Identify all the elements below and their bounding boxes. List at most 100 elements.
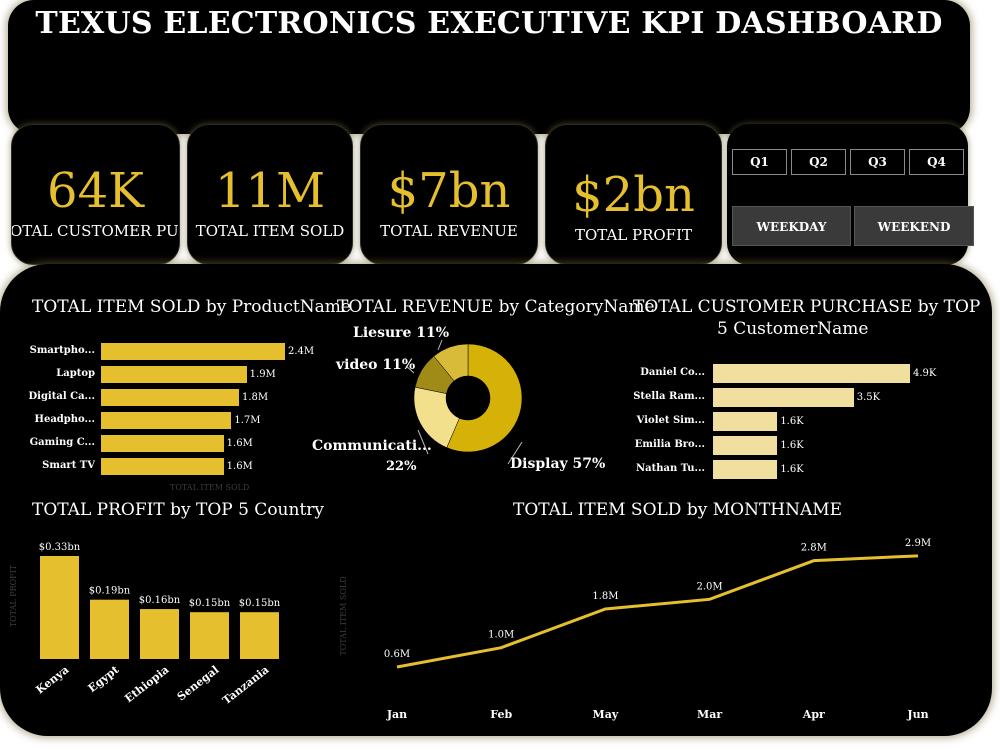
header-panel: TEXUS ELECTRONICS EXECUTIVE KPI DASHBOAR… xyxy=(8,0,970,134)
bar-value-label: 2.4M xyxy=(288,346,315,357)
bar-value-label: 3.5K xyxy=(856,392,881,403)
bar-category-label: Digital Ca... xyxy=(28,391,95,402)
bar-category-label: Headpho... xyxy=(34,414,95,425)
point-value-label: 2.0M xyxy=(697,581,723,592)
slice-label: Communicati... xyxy=(312,438,432,454)
charts-panel: TOTAL ITEM SOLD by ProductName Smartpho.… xyxy=(0,264,992,736)
kpi-card-profit[interactable]: $2bn TOTAL PROFIT xyxy=(545,124,722,265)
point-value-label: 2.9M xyxy=(905,538,931,549)
bar-value-label: 4.9K xyxy=(913,368,937,379)
slice-label: video 11% xyxy=(335,357,415,373)
donut-slice xyxy=(446,343,523,453)
bar-category-label: Violet Sim... xyxy=(636,415,705,426)
bar-value-label: $0.15bn xyxy=(239,598,281,609)
x-tick-label: Jun xyxy=(906,708,928,721)
leader-line xyxy=(437,339,443,351)
chart-title-items-by-month: TOTAL ITEM SOLD by MONTHNAME xyxy=(513,500,843,520)
bar xyxy=(713,364,910,383)
bar-value-label: 1.7M xyxy=(234,415,261,426)
donut-slice xyxy=(413,386,460,448)
leader-line xyxy=(405,365,415,374)
x-tick-label: Apr xyxy=(802,708,825,721)
bar-value-label: 1.6K xyxy=(780,440,804,451)
bar xyxy=(240,612,279,659)
kpi-value: $2bn xyxy=(572,167,695,223)
y-axis-label: TOTAL ITEM SOLD xyxy=(339,576,348,655)
kpi-value: 64K xyxy=(47,163,144,219)
y-axis-label: TOTAL PROFIT xyxy=(9,564,18,627)
kpi-card-revenue[interactable]: $7bn TOTAL REVENUE xyxy=(360,124,538,265)
chart-title-items-by-product: TOTAL ITEM SOLD by ProductName xyxy=(32,297,351,317)
weekday-button[interactable]: WEEKDAY xyxy=(732,206,851,246)
bar-category-label: Stella Ram... xyxy=(633,391,705,402)
series-line xyxy=(396,554,919,669)
chart-title-customer-purchase-line2: 5 CustomerName xyxy=(717,319,869,339)
chart-title-customer-purchase: TOTAL CUSTOMER PURCHASE by TOP xyxy=(633,297,981,317)
bar-category-label: Smartpho... xyxy=(29,345,95,356)
bar-category-label: Nathan Tu... xyxy=(636,463,705,474)
x-axis-label-items-by-product: TOTAL ITEM SOLD xyxy=(170,483,250,492)
bar-category-label: Smart TV xyxy=(42,460,95,471)
bar-category-label: Senegal xyxy=(175,663,222,703)
kpi-value: $7bn xyxy=(387,163,511,219)
bar-value-label: 1.8M xyxy=(242,392,269,403)
bar-category-label: Tanzania xyxy=(220,663,271,707)
kpi-card-customer-purchase[interactable]: 64K TOTAL CUSTOMER PURC... xyxy=(11,124,180,265)
x-tick-label: Jan xyxy=(386,708,407,721)
bar xyxy=(101,343,285,360)
bar-value-label: $0.16bn xyxy=(139,595,181,606)
chart-items-by-month: TOTAL ITEM SOLD 0.6M Jan 1.0M Feb 1.8M May 2.0M… xyxy=(339,538,931,721)
bar-value-label: $0.19bn xyxy=(89,586,131,597)
bar xyxy=(101,458,224,475)
quarter-q1-button[interactable]: Q1 xyxy=(732,149,787,175)
dashboard-title: TEXUS ELECTRONICS EXECUTIVE KPI DASHBOAR… xyxy=(35,6,943,41)
kpi-card-item-sold[interactable]: 11M TOTAL ITEM SOLD xyxy=(187,124,353,265)
bar-value-label: 1.6K xyxy=(780,464,804,475)
bar-value-label: 1.6M xyxy=(226,438,253,449)
kpi-label: TOTAL ITEM SOLD xyxy=(195,222,345,240)
bar-category-label: Daniel Co... xyxy=(640,367,705,378)
bar xyxy=(90,599,129,659)
chart-title-profit-by-country: TOTAL PROFIT by TOP 5 Country xyxy=(32,500,325,520)
bar-value-label: 1.6K xyxy=(780,416,804,427)
bar xyxy=(140,609,179,659)
slice-label: Display 57% xyxy=(510,456,605,472)
bar xyxy=(713,436,778,455)
x-tick-label: May xyxy=(593,708,619,721)
kpi-value: 11M xyxy=(214,163,326,219)
bar-category-label: Kenya xyxy=(34,663,72,697)
weekend-button[interactable]: WEEKEND xyxy=(854,206,974,246)
bar xyxy=(713,388,854,407)
kpi-label: TOTAL PROFIT xyxy=(574,226,693,244)
point-value-label: 0.6M xyxy=(384,649,410,660)
bar-category-label: Gaming C... xyxy=(29,437,95,448)
chart-revenue-donut: Display 57% Communicati... 22% video 11% Lie… xyxy=(312,325,605,474)
quarter-q4-button[interactable]: Q4 xyxy=(909,149,964,175)
bar xyxy=(40,556,79,659)
bar-category-label: Laptop xyxy=(56,368,95,379)
leader-line xyxy=(417,429,429,455)
chart-profit-by-country: TOTAL PROFIT $0.33bn Kenya $0.19bn Egypt $0.1… xyxy=(9,542,281,707)
kpi-label: TOTAL CUSTOMER PURC... xyxy=(11,222,179,240)
bar xyxy=(101,412,232,429)
quarter-q2-button[interactable]: Q2 xyxy=(791,149,846,175)
x-tick-label: Mar xyxy=(697,708,722,721)
leader-line xyxy=(507,441,523,465)
bar xyxy=(101,435,224,452)
bar xyxy=(713,460,778,479)
bar xyxy=(190,612,229,659)
point-value-label: 1.0M xyxy=(488,630,514,641)
slice-pct-label: 22% xyxy=(386,459,417,474)
point-value-label: 2.8M xyxy=(801,543,827,554)
bar-category-label: Egypt xyxy=(86,663,122,696)
bar-value-label: $0.33bn xyxy=(39,542,81,553)
bar-value-label: 1.9M xyxy=(249,369,276,380)
bar xyxy=(713,412,778,431)
bar-category-label: Ethiopia xyxy=(122,663,171,705)
slice-label: Liesure 11% xyxy=(353,325,449,341)
bar xyxy=(101,366,247,383)
filter-slicer-panel: Q1 Q2 Q3 Q4 WEEKDAY WEEKEND xyxy=(727,124,974,265)
point-value-label: 1.8M xyxy=(592,591,618,602)
quarter-q3-button[interactable]: Q3 xyxy=(850,149,905,175)
donut-slice xyxy=(433,343,469,382)
